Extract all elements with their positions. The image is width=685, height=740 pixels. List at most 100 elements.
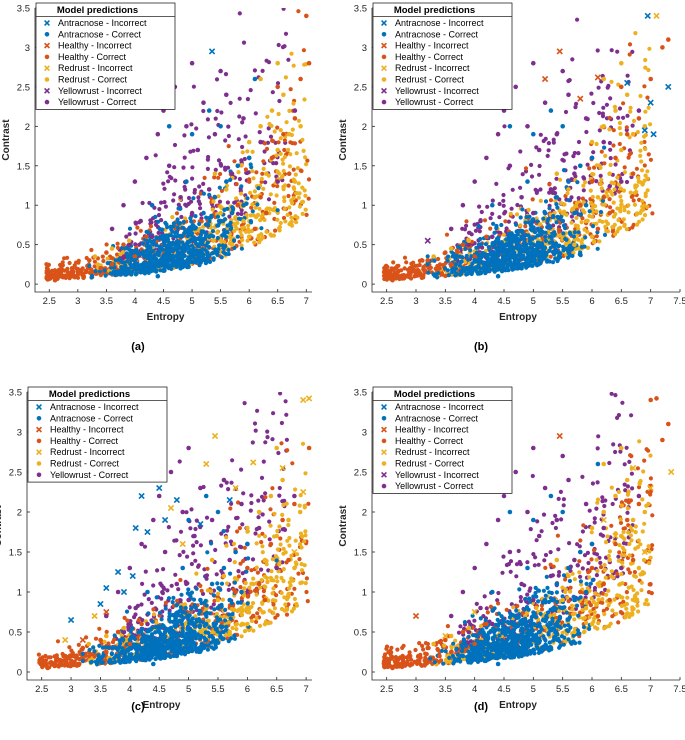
point-antracnose-correct <box>542 210 548 216</box>
cloud-point-healthy <box>125 618 130 623</box>
cloud-point-yellowrust <box>162 186 167 191</box>
cloud-point-antracnose <box>486 259 491 264</box>
cloud-point-antracnose <box>90 273 95 278</box>
legend-label: Redrust - Correct <box>395 75 465 85</box>
cloud-point-yellowrust <box>177 459 182 464</box>
cloud-point-redrust <box>299 562 304 567</box>
cloud-point-yellowrust <box>239 211 244 217</box>
point-healthy-correct <box>666 37 671 42</box>
cloud-point-redrust <box>600 219 605 224</box>
cloud-point-antracnose <box>453 262 459 267</box>
cloud-point-yellowrust <box>576 139 582 145</box>
cloud-point-antracnose <box>132 248 137 253</box>
cloud-point-antracnose <box>188 216 193 221</box>
cloud-point-antracnose <box>183 229 188 234</box>
cloud-point-antracnose <box>201 191 206 196</box>
cloud-point-healthy <box>232 159 237 164</box>
point-antracnose-correct <box>495 273 501 279</box>
cloud-point-redrust <box>296 195 301 200</box>
cloud-point-yellowrust <box>504 226 509 231</box>
cloud-point-antracnose <box>547 206 552 211</box>
cloud-point-antracnose <box>476 263 481 268</box>
cloud-point-redrust <box>605 194 610 199</box>
cloud-point-antracnose <box>165 225 170 230</box>
legend-marker-dot <box>44 54 50 60</box>
cloud-point-redrust <box>290 127 295 132</box>
cloud-point-antracnose <box>211 636 216 641</box>
cloud-point-antracnose <box>507 237 512 242</box>
point-redrust-correct <box>298 124 303 129</box>
point-healthy-correct <box>619 84 624 90</box>
axes-frame <box>34 8 312 293</box>
cloud-point-antracnose <box>460 255 465 260</box>
cloud-point-redrust <box>260 550 265 555</box>
cloud-point-redrust <box>220 597 225 602</box>
cloud-point-redrust <box>501 232 506 237</box>
cloud-point-antracnose <box>536 262 542 267</box>
cloud-point-redrust <box>261 166 266 171</box>
cloud-point-redrust <box>286 594 291 600</box>
cloud-point-redrust <box>256 236 261 241</box>
point-antracnose-correct <box>121 266 126 271</box>
cloud-point-antracnose <box>478 236 483 242</box>
cloud-point-antracnose <box>445 258 450 263</box>
cloud-point-yellowrust <box>589 91 594 96</box>
cloud-point-antracnose <box>600 198 606 203</box>
cloud-point-healthy <box>607 197 612 202</box>
legend-title: Model predictions <box>57 5 138 16</box>
cloud-point-redrust <box>216 591 221 596</box>
cloud-point-redrust <box>267 608 272 613</box>
cloud-point-redrust <box>231 221 236 226</box>
cloud-point-yellowrust <box>265 140 271 145</box>
cloud-point-redrust <box>95 262 100 267</box>
cloud-point-yellowrust <box>243 134 248 139</box>
cloud-point-healthy <box>47 277 52 282</box>
cloud-point-yellowrust <box>140 581 145 587</box>
point-healthy-correct <box>484 234 489 240</box>
cloud-point-yellowrust <box>249 500 254 506</box>
cloud-point-yellowrust <box>237 96 242 101</box>
cloud-point-antracnose <box>513 265 518 270</box>
point-healthy-correct <box>601 195 606 200</box>
cloud-point-redrust <box>284 120 289 125</box>
cloud-point-antracnose <box>171 261 176 266</box>
cloud-point-healthy <box>261 159 266 164</box>
cloud-point-redrust <box>632 202 638 207</box>
legend-label: Healthy - Correct <box>58 52 127 62</box>
cloud-point-healthy <box>92 259 97 264</box>
x-tick-label: 5.5 <box>214 296 227 307</box>
cloud-point-healthy <box>409 261 414 266</box>
cloud-point-antracnose <box>128 248 133 253</box>
cloud-point-antracnose <box>170 240 175 245</box>
cloud-point-healthy <box>65 255 70 260</box>
cloud-point-yellowrust <box>283 31 289 36</box>
point-redrust-correct <box>630 131 636 137</box>
cloud-point-healthy <box>76 642 81 648</box>
point-healthy-correct <box>396 273 401 279</box>
cloud-point-healthy <box>306 177 312 182</box>
cloud-point-redrust <box>276 111 281 117</box>
cloud-point-antracnose <box>544 251 549 256</box>
cloud-point-yellowrust <box>241 40 247 45</box>
cloud-point-yellowrust <box>280 560 285 565</box>
cloud-point-antracnose <box>87 263 92 268</box>
y-tick-label: 2.5 <box>354 82 367 93</box>
cloud-point-antracnose <box>572 230 578 235</box>
cloud-point-redrust <box>303 581 308 586</box>
cloud-point-redrust <box>292 596 297 602</box>
cloud-point-antracnose <box>167 611 172 616</box>
cloud-point-healthy <box>104 629 109 635</box>
cloud-point-antracnose <box>207 634 212 639</box>
cloud-point-redrust <box>268 192 273 197</box>
cloud-point-antracnose <box>194 236 199 241</box>
cloud-point-redrust <box>558 177 563 182</box>
cloud-point-redrust <box>272 606 277 611</box>
cloud-point-redrust <box>281 187 286 192</box>
cloud-point-yellowrust <box>591 150 596 155</box>
cloud-point-yellowrust <box>469 232 474 237</box>
point-antracnose-correct <box>560 218 565 224</box>
cloud-point-redrust <box>619 198 624 204</box>
cloud-point-yellowrust <box>281 8 286 11</box>
cloud-point-yellowrust <box>140 200 145 206</box>
cloud-point-redrust <box>280 512 285 518</box>
